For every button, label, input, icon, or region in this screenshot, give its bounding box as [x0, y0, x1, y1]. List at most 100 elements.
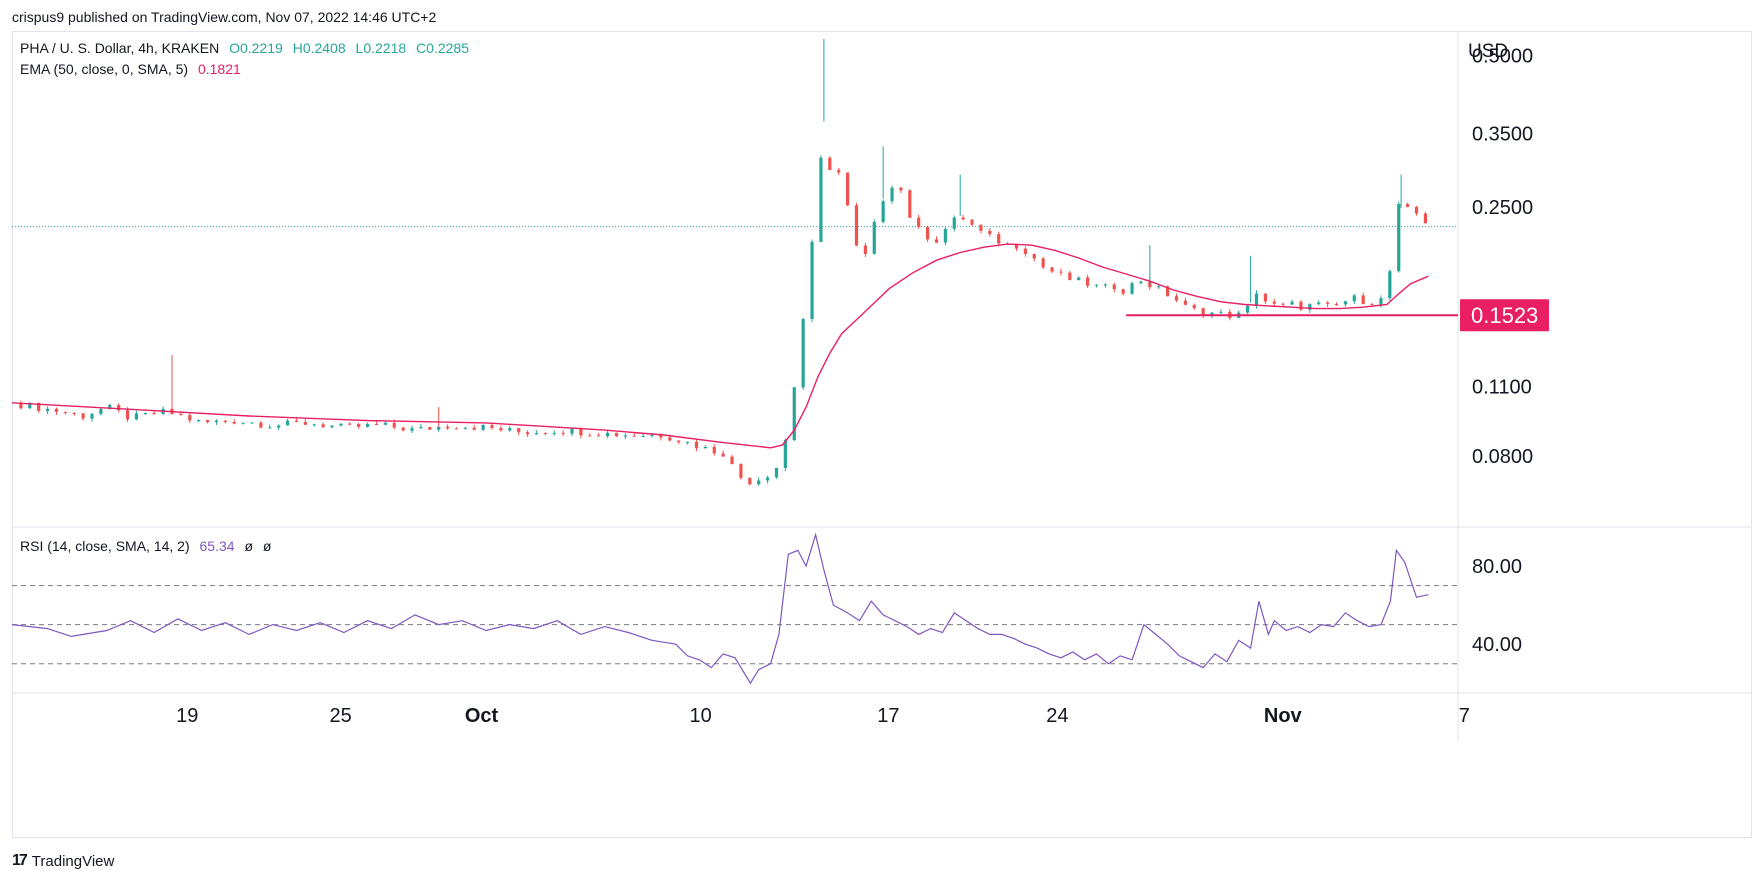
rsi-tick-label: 80.00 — [1472, 556, 1522, 578]
candle-body — [881, 201, 885, 223]
candle-body — [1059, 271, 1063, 273]
currency-label: USD — [1468, 41, 1508, 62]
time-tick-label: 7 — [1459, 705, 1470, 727]
candle-body — [303, 422, 307, 425]
candle-body — [188, 415, 192, 421]
candle-body — [1086, 277, 1090, 286]
chart-frame[interactable] — [12, 31, 1752, 838]
candle-body — [934, 239, 939, 243]
ema-value: 0.1821 — [197, 61, 241, 77]
candle-body — [294, 420, 299, 423]
candle-body — [668, 437, 672, 441]
low-value: 0.2218 — [363, 40, 407, 56]
candle-body — [561, 432, 565, 434]
candle-body — [1174, 296, 1179, 301]
candle-body — [1423, 213, 1428, 224]
candle-body — [463, 427, 467, 429]
ema-label[interactable]: EMA (50, close, 0, SMA, 5) — [20, 61, 189, 77]
candle-body — [339, 423, 343, 426]
candle-body — [1308, 304, 1312, 310]
candle-body — [1157, 286, 1161, 288]
candle-body — [143, 413, 147, 415]
rsi-extra-2: ø — [262, 538, 272, 554]
candle-body — [365, 424, 370, 427]
candle-body — [863, 245, 867, 254]
time-tick-label: 24 — [1046, 705, 1068, 727]
candle-body — [1326, 302, 1330, 304]
candle-body — [783, 440, 787, 468]
candle-body — [1032, 253, 1036, 259]
candle-body — [1263, 293, 1267, 302]
candle-body — [845, 172, 850, 206]
price-tick-label: 0.3500 — [1472, 124, 1533, 146]
ema-line — [11, 243, 1429, 449]
candle-body — [54, 408, 59, 412]
symbol-label[interactable]: PHA / U. S. Dollar, 4h, KRAKEN — [20, 40, 220, 56]
candle-body — [1068, 272, 1072, 281]
candle-body — [890, 187, 894, 202]
candle-body — [1281, 303, 1285, 305]
candle-body — [1130, 283, 1134, 294]
candle-body — [312, 424, 316, 426]
candle-body — [570, 428, 574, 434]
tradingview-logo-icon: 17 — [12, 852, 28, 869]
candle-body — [961, 217, 965, 220]
candle-body — [1406, 204, 1410, 207]
rsi-value: 65.34 — [199, 538, 235, 554]
candle-body — [45, 408, 50, 412]
candle-body — [1201, 308, 1205, 316]
candle-body — [99, 408, 103, 414]
candle-body — [694, 441, 699, 449]
candle-body — [481, 425, 485, 430]
candle-body — [330, 425, 334, 428]
candle-body — [1397, 204, 1401, 272]
candle-body — [872, 222, 876, 254]
time-tick-label: Oct — [465, 705, 499, 727]
candle-body — [517, 428, 521, 433]
rsi-legend: RSI (14, close, SMA, 14, 2) 65.34 ø ø — [20, 538, 277, 554]
candle-body — [259, 422, 263, 428]
tradingview-footer[interactable]: 17 TradingView — [12, 852, 114, 870]
candle-body — [739, 464, 743, 479]
candle-body — [623, 435, 627, 437]
price-tick-label: 0.5000 — [1472, 46, 1533, 68]
candle-body — [943, 228, 947, 243]
candle-body — [19, 402, 23, 409]
candle-body — [1388, 271, 1392, 299]
candle-body — [490, 425, 494, 429]
candle-body — [1361, 295, 1365, 305]
candle-body — [134, 413, 139, 420]
candle-body — [997, 234, 1001, 244]
candle-body — [579, 428, 583, 436]
candle-body — [605, 432, 610, 437]
candle-body — [268, 427, 272, 429]
candle-body — [1352, 295, 1356, 302]
open-value: 0.2219 — [239, 40, 283, 56]
candle-body — [445, 426, 450, 429]
candle-body — [641, 436, 645, 438]
candle-body — [1094, 284, 1099, 286]
rsi-label[interactable]: RSI (14, close, SMA, 14, 2) — [20, 538, 190, 554]
candle-body — [125, 410, 130, 420]
candle-body — [28, 402, 32, 409]
candle-body — [1192, 304, 1196, 309]
close-label: C — [416, 40, 427, 56]
candle-body — [374, 424, 379, 426]
candle-body — [748, 478, 752, 485]
candle-body — [419, 427, 423, 429]
candle-body — [1343, 301, 1348, 305]
candle-body — [712, 446, 716, 454]
candle-body — [952, 217, 956, 229]
candle-body — [908, 190, 912, 218]
candle-body — [819, 157, 823, 242]
candle-body — [1183, 300, 1187, 305]
candle-body — [232, 421, 236, 424]
candle-body — [597, 435, 601, 437]
candle-body — [205, 419, 210, 423]
candle-body — [1219, 311, 1223, 313]
candle-body — [277, 425, 281, 428]
open-label: O — [229, 40, 240, 56]
candle-body — [37, 402, 41, 412]
support-price-tag — [1460, 299, 1549, 332]
